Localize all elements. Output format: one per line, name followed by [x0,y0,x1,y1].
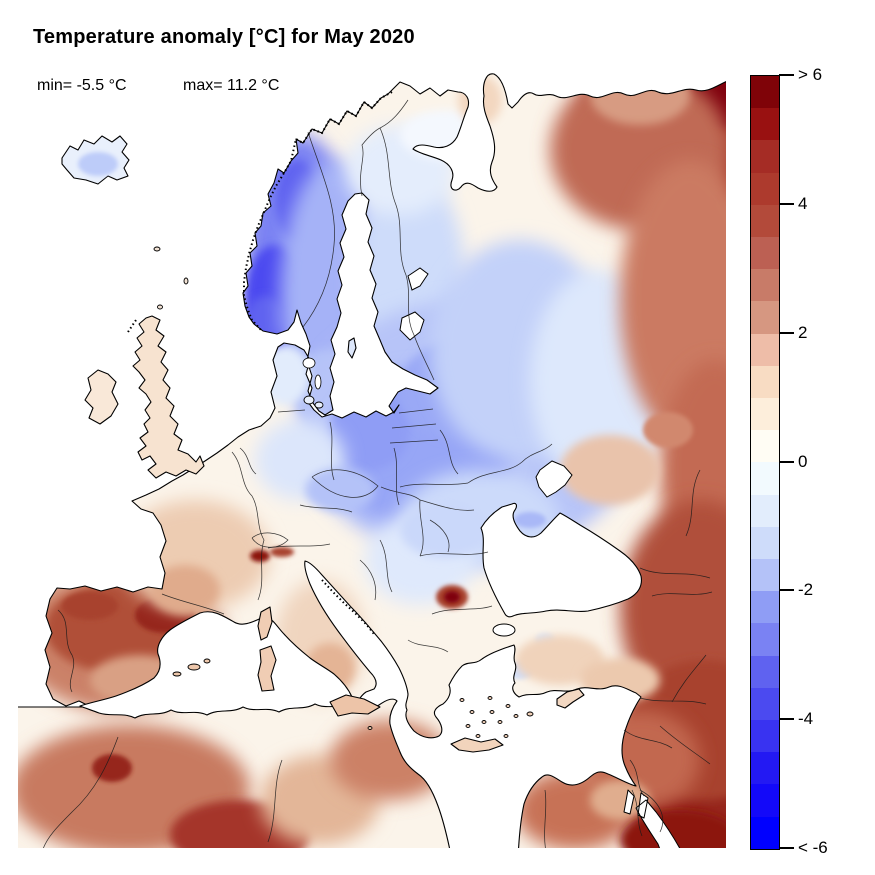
colorbar-segment [751,816,779,849]
anomaly-blob [62,592,118,620]
danish-isles [314,401,324,409]
lake-vattern [314,374,322,390]
faroe-islands [153,246,161,252]
colorbar-segment [751,301,779,334]
colorbar-segment [751,526,779,560]
shetland [183,277,189,285]
colorbar-segment [751,204,779,238]
sea-of-azov [535,460,573,498]
colorbar-segment [751,140,779,173]
fjord-coast-detail [127,91,393,635]
lake-ladoga [399,311,425,341]
anomaly-blob [444,591,460,603]
colorbar-segment [751,623,779,656]
colorbar-tick [779,718,794,721]
country-borders [43,99,713,848]
balearic-islands [172,671,182,677]
aegean-island [469,710,475,714]
anomaly-blob [250,550,270,562]
colorbar-segment [751,591,779,624]
aegean-island [487,696,493,700]
anomaly-blob [305,468,375,512]
cyprus [556,688,585,709]
colorbar-tick [779,74,794,76]
aegean-island [513,714,519,718]
colorbar-segment [751,430,779,463]
colorbar [750,75,780,850]
anomaly-blob [560,435,660,505]
aegean-island [503,734,509,738]
colorbar-segment [751,237,779,270]
colorbar-tick-label: > 6 [798,65,823,84]
great-britain [132,315,205,479]
rhodes [526,711,534,717]
colorbar-segments [751,76,779,849]
colorbar-tick [779,331,794,334]
gotland [347,337,357,359]
red-sea [623,789,681,848]
danish-isles [303,395,315,405]
atlantic-baltic-ocean [18,64,726,708]
orkney [157,304,163,310]
anomaly-blob [514,512,546,528]
colorbar-tick-label: -4 [798,709,814,729]
aegean-island [497,720,503,724]
aegean-island [475,734,481,738]
colorbar-segment [751,655,779,688]
aegean-island [459,698,465,702]
colorbar-segment [751,462,779,495]
anomaly-blob [400,502,490,558]
sardinia [257,645,277,692]
colorbar-segment [751,720,779,753]
colorbar-segment [751,333,779,366]
ireland [84,369,119,425]
colorbar-segment [751,559,779,592]
colorbar-segment [751,365,779,399]
colorbar-tick-label: 4 [798,193,808,213]
colorbar-tick [779,847,794,849]
balearic-islands [203,658,211,664]
colorbar-segment [751,398,779,431]
malta [367,726,373,730]
colorbar-segment [751,172,779,205]
colorbar-tick [779,460,794,463]
sicily [329,694,381,717]
lake-vanern [302,357,316,369]
page-title: Temperature anomaly [°C] for May 2020 [33,26,415,48]
lake-onega [407,267,429,291]
colorbar-tick-label: 0 [798,451,808,471]
colorbar-tick-label: -2 [798,580,814,600]
crete [450,737,504,753]
colorbar-segment [751,76,779,109]
anomaly-blob [150,565,220,615]
colorbar-tick-label: 2 [798,322,808,342]
aegean-island [465,724,471,728]
anomaly-blob [92,754,132,782]
colorbar-segment [751,752,779,785]
min-value-label: min= -5.5 °C [37,77,127,94]
corsica [257,606,273,641]
colorbar-tick [779,589,794,592]
colorbar-segment [751,687,779,721]
colorbar-segment [751,108,779,141]
anomaly-blob [270,547,294,557]
iceland-anomaly-tint [78,152,118,176]
aegean-island [489,710,495,714]
anomaly-blob [643,412,693,448]
balearic-islands [187,663,201,671]
colorbar-segment [751,494,779,527]
sea-of-marmara [492,623,516,637]
colorbar-tick-label: < -6 [798,838,828,857]
aegean-island [505,704,511,708]
colorbar-tick [779,202,794,205]
max-value-label: max= 11.2 °C [183,77,280,94]
black-sea [480,502,642,618]
colorbar-segment [751,784,779,817]
anomaly-blob [590,780,650,820]
aegean-island [481,720,487,724]
colorbar-segment [751,269,779,302]
